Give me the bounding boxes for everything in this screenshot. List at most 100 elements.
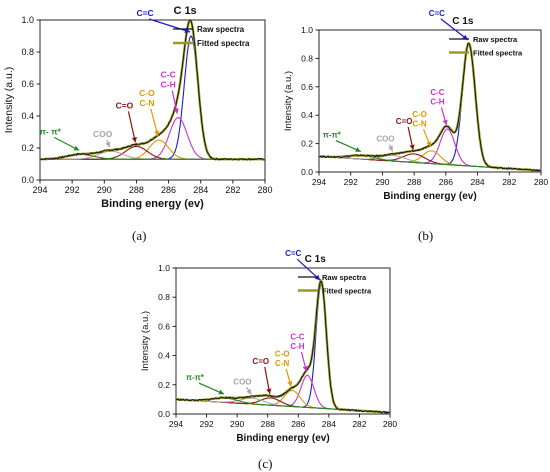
peak-arrow-head (105, 141, 111, 148)
peak-label: C=C (285, 249, 301, 258)
raw-spectra-line (39, 19, 266, 161)
x-tick-label: 288 (261, 419, 275, 429)
legend-label: Raw spectra (473, 35, 518, 44)
peak-arrow-head (388, 145, 393, 152)
x-tick-label: 294 (312, 177, 326, 187)
peak-label-line: C-H (430, 98, 444, 107)
x-tick-label: 284 (193, 185, 208, 195)
peak-arrow-head (173, 108, 179, 114)
peak-arrow-head (355, 147, 361, 152)
peak-label-line: C=O (396, 117, 413, 126)
y-tick-label: 0.0 (301, 167, 313, 177)
y-axis-label: Intensity (a.u.) (3, 67, 15, 134)
x-tick-label: 290 (230, 419, 244, 429)
peak-cc-ch (319, 128, 542, 172)
chart-title: C 1s (173, 5, 196, 17)
peak-arrow (148, 18, 191, 33)
y-tick-label: 0.4 (21, 111, 34, 121)
x-tick-label: 294 (32, 185, 47, 195)
y-tick-label: 0.2 (301, 139, 313, 149)
y-tick-label: 1.0 (158, 263, 170, 273)
fitted-spectra-line (176, 278, 390, 414)
x-tick-label: 284 (322, 419, 336, 429)
x-tick-label: 290 (97, 185, 112, 195)
chart-panel-c: 294 292 290 288 286 284 282 280 0.0 0.2 0.4 0.6 0.8 1… (138, 249, 400, 452)
legend-label: Raw spectra (322, 273, 367, 282)
peak-label-line: C-N (275, 359, 289, 368)
peak-label-line: C-N (412, 119, 426, 128)
y-tick-label: 0.8 (158, 292, 170, 302)
raw-spectra-line (318, 42, 541, 172)
peak-label: C-O C-N (139, 88, 155, 108)
peak-label: C-C C-H (430, 88, 444, 107)
caption-b: (b) (418, 228, 434, 243)
peak-label: C-O C-N (412, 110, 427, 128)
x-tick-label: 288 (407, 177, 421, 187)
x-axis-label: Binding energy (ev) (101, 198, 204, 210)
peak-label: C=O (116, 100, 134, 110)
peak-co-cn (40, 139, 265, 160)
peak-label-line: C=O (116, 100, 134, 110)
y-tick-label: 1.0 (21, 15, 34, 25)
peak-label-line: C=C (285, 249, 301, 258)
peak-arrow-head (266, 388, 272, 394)
y-tick-label: 0.6 (21, 79, 34, 89)
x-tick-label: 282 (225, 185, 240, 195)
legend-label: Raw spectra (197, 25, 245, 34)
peak-label-line: π-π* (186, 373, 205, 382)
caption-c: (c) (258, 456, 273, 471)
peak-label-line: C-H (290, 342, 304, 351)
x-tick-label: 282 (352, 419, 366, 429)
peak-label: C=C (136, 8, 153, 18)
peak-label: C=O (252, 357, 269, 366)
x-tick-label: 282 (502, 177, 516, 187)
legend-label: Fitted spectra (473, 49, 523, 58)
chart-title: C 1s (305, 254, 327, 265)
peak-label-line: C-H (161, 80, 176, 90)
x-axis-label: Binding energy (ev) (383, 191, 476, 202)
y-tick-label: 0.8 (21, 47, 34, 57)
peak-arrow-head (409, 144, 415, 150)
peak-label: C=C (429, 9, 445, 18)
y-tick-label: 0.4 (301, 110, 313, 120)
chart-svg-b: 294 292 290 288 286 284 282 280 0.0 0.2 0.4 0.6 0.8 1… (283, 9, 548, 202)
y-axis-label: Intensity (a.u.) (283, 71, 294, 131)
peak-label-line: C-O (275, 349, 290, 358)
chart-panel-a: 294 292 290 288 286 284 282 280 0.0 0.2 0.4 0.6 0.8 1… (0, 0, 280, 228)
y-axis-label: Intensity (a.u.) (140, 311, 151, 371)
peak-label-line: C=C (136, 8, 153, 18)
peak-label-line: C-C (290, 332, 304, 341)
y-tick-label: 0.6 (158, 321, 170, 331)
fitted-spectra-line (319, 41, 542, 172)
x-tick-label: 288 (129, 185, 144, 195)
y-tick-label: 0.4 (158, 351, 170, 361)
raw-spectra-line (175, 280, 391, 414)
plot-frame (175, 267, 391, 415)
x-tick-label: 280 (257, 185, 272, 195)
x-tick-label: 284 (470, 177, 484, 187)
y-tick-label: 0.2 (158, 380, 170, 390)
peak-arrow-head (218, 389, 224, 395)
peak-arrow-head (131, 137, 137, 143)
legend-label: Fitted spectra (197, 39, 250, 48)
x-tick-label: 280 (534, 177, 548, 187)
chart-title: C 1s (452, 16, 474, 27)
y-tick-label: 0.2 (21, 143, 34, 153)
peak-arrow-head (442, 119, 448, 126)
legend-label: Fitted spectra (322, 287, 372, 296)
x-tick-label: 286 (439, 177, 453, 187)
peak-label-line: π-π* (323, 131, 342, 140)
peak-label-line: C-O (139, 88, 155, 98)
peak-label: π-π* (186, 373, 205, 382)
peak-label-line: π- π* (39, 126, 61, 136)
peak-label-line: C-O (412, 110, 427, 119)
peak-label-line: COO (93, 129, 113, 139)
peak-label: C-O C-N (275, 349, 290, 368)
x-tick-label: 292 (344, 177, 358, 187)
peak-label-line: COO (233, 377, 251, 386)
peak-label: C-C C-H (161, 70, 176, 90)
x-axis-label: Binding energy (ev) (236, 433, 329, 444)
x-tick-label: 286 (161, 185, 176, 195)
y-tick-label: 0.0 (21, 175, 34, 185)
peak-label: π- π* (39, 126, 61, 136)
